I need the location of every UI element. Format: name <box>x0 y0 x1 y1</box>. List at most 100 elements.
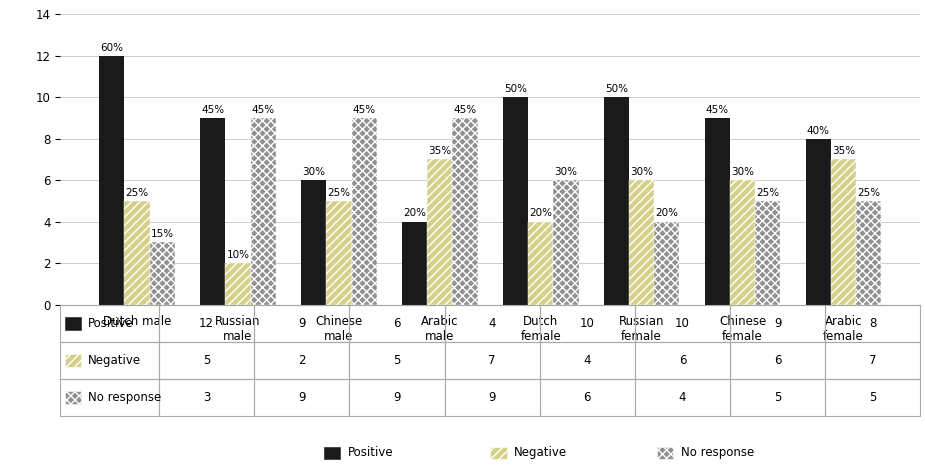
Text: 10: 10 <box>580 316 595 330</box>
Bar <box>125 201 150 305</box>
Text: Negative: Negative <box>514 447 567 459</box>
Bar <box>254 379 350 416</box>
Bar <box>445 305 539 342</box>
Text: 6: 6 <box>679 354 686 367</box>
Text: 45%: 45% <box>252 105 275 115</box>
Text: 9: 9 <box>393 391 401 404</box>
Bar <box>705 118 730 305</box>
Text: 4: 4 <box>679 391 686 404</box>
Bar <box>825 342 920 379</box>
Text: 35%: 35% <box>428 146 451 156</box>
Text: 20%: 20% <box>655 209 678 219</box>
Text: 45%: 45% <box>453 105 476 115</box>
Bar <box>730 305 825 342</box>
Bar <box>445 342 539 379</box>
Text: 3: 3 <box>203 391 210 404</box>
Bar <box>254 342 350 379</box>
Bar <box>226 263 251 305</box>
Bar <box>60 305 159 342</box>
Text: 12: 12 <box>199 316 214 330</box>
Text: 5: 5 <box>774 391 782 404</box>
Text: 45%: 45% <box>352 105 376 115</box>
Bar <box>150 242 175 305</box>
Text: 30%: 30% <box>630 167 653 177</box>
Bar <box>350 305 445 342</box>
Text: 7: 7 <box>488 354 496 367</box>
Bar <box>159 379 254 416</box>
Bar <box>730 180 755 305</box>
Bar <box>635 379 730 416</box>
Bar <box>528 221 553 305</box>
Text: Positive: Positive <box>348 447 393 459</box>
Text: 5: 5 <box>393 354 401 367</box>
Bar <box>503 97 528 305</box>
Bar <box>200 118 226 305</box>
Bar <box>604 97 629 305</box>
Text: 4: 4 <box>488 316 496 330</box>
Text: 9: 9 <box>298 391 305 404</box>
Bar <box>553 180 578 305</box>
Text: 6: 6 <box>774 354 782 367</box>
Text: 10%: 10% <box>227 250 250 260</box>
Text: 45%: 45% <box>202 105 224 115</box>
Text: No response: No response <box>681 447 754 459</box>
Bar <box>539 305 635 342</box>
Text: 25%: 25% <box>126 188 149 198</box>
Bar <box>402 221 427 305</box>
Text: 6: 6 <box>584 391 591 404</box>
Text: 30%: 30% <box>302 167 326 177</box>
Text: 35%: 35% <box>832 146 855 156</box>
Text: No response: No response <box>88 391 161 404</box>
Text: Positive: Positive <box>88 316 133 330</box>
Bar <box>856 201 882 305</box>
Text: 40%: 40% <box>807 125 830 136</box>
Bar <box>539 342 635 379</box>
Text: 7: 7 <box>870 354 877 367</box>
Bar <box>452 118 477 305</box>
Bar <box>730 379 825 416</box>
Bar <box>159 342 254 379</box>
Text: 30%: 30% <box>554 167 577 177</box>
Bar <box>755 201 781 305</box>
Text: 4: 4 <box>584 354 591 367</box>
Bar <box>66 391 80 404</box>
Text: 9: 9 <box>488 391 496 404</box>
Text: 25%: 25% <box>857 188 881 198</box>
Bar <box>352 118 376 305</box>
Text: 25%: 25% <box>327 188 351 198</box>
Bar <box>825 379 920 416</box>
Text: 9: 9 <box>298 316 305 330</box>
Bar <box>427 159 452 305</box>
Text: 20%: 20% <box>403 209 426 219</box>
Bar <box>350 342 445 379</box>
Text: 30%: 30% <box>731 167 754 177</box>
Text: 50%: 50% <box>605 84 628 94</box>
Text: 10: 10 <box>675 316 690 330</box>
Bar <box>825 305 920 342</box>
Text: 45%: 45% <box>706 105 729 115</box>
Bar <box>159 305 254 342</box>
Text: 50%: 50% <box>504 84 527 94</box>
Bar <box>251 118 276 305</box>
Bar <box>635 342 730 379</box>
Bar <box>60 379 159 416</box>
Bar <box>831 159 856 305</box>
Text: 6: 6 <box>393 316 401 330</box>
Bar <box>730 342 825 379</box>
Bar <box>635 305 730 342</box>
Bar <box>350 379 445 416</box>
Bar <box>327 201 352 305</box>
Bar <box>66 316 80 330</box>
Text: 5: 5 <box>870 391 877 404</box>
Bar <box>301 180 327 305</box>
Bar <box>445 379 539 416</box>
Bar <box>66 354 80 367</box>
Text: 9: 9 <box>774 316 782 330</box>
Text: 15%: 15% <box>151 229 174 239</box>
Text: 60%: 60% <box>100 43 123 53</box>
Bar <box>254 305 350 342</box>
Bar <box>629 180 654 305</box>
Bar <box>99 56 125 305</box>
Bar <box>539 379 635 416</box>
Text: Negative: Negative <box>88 354 141 367</box>
